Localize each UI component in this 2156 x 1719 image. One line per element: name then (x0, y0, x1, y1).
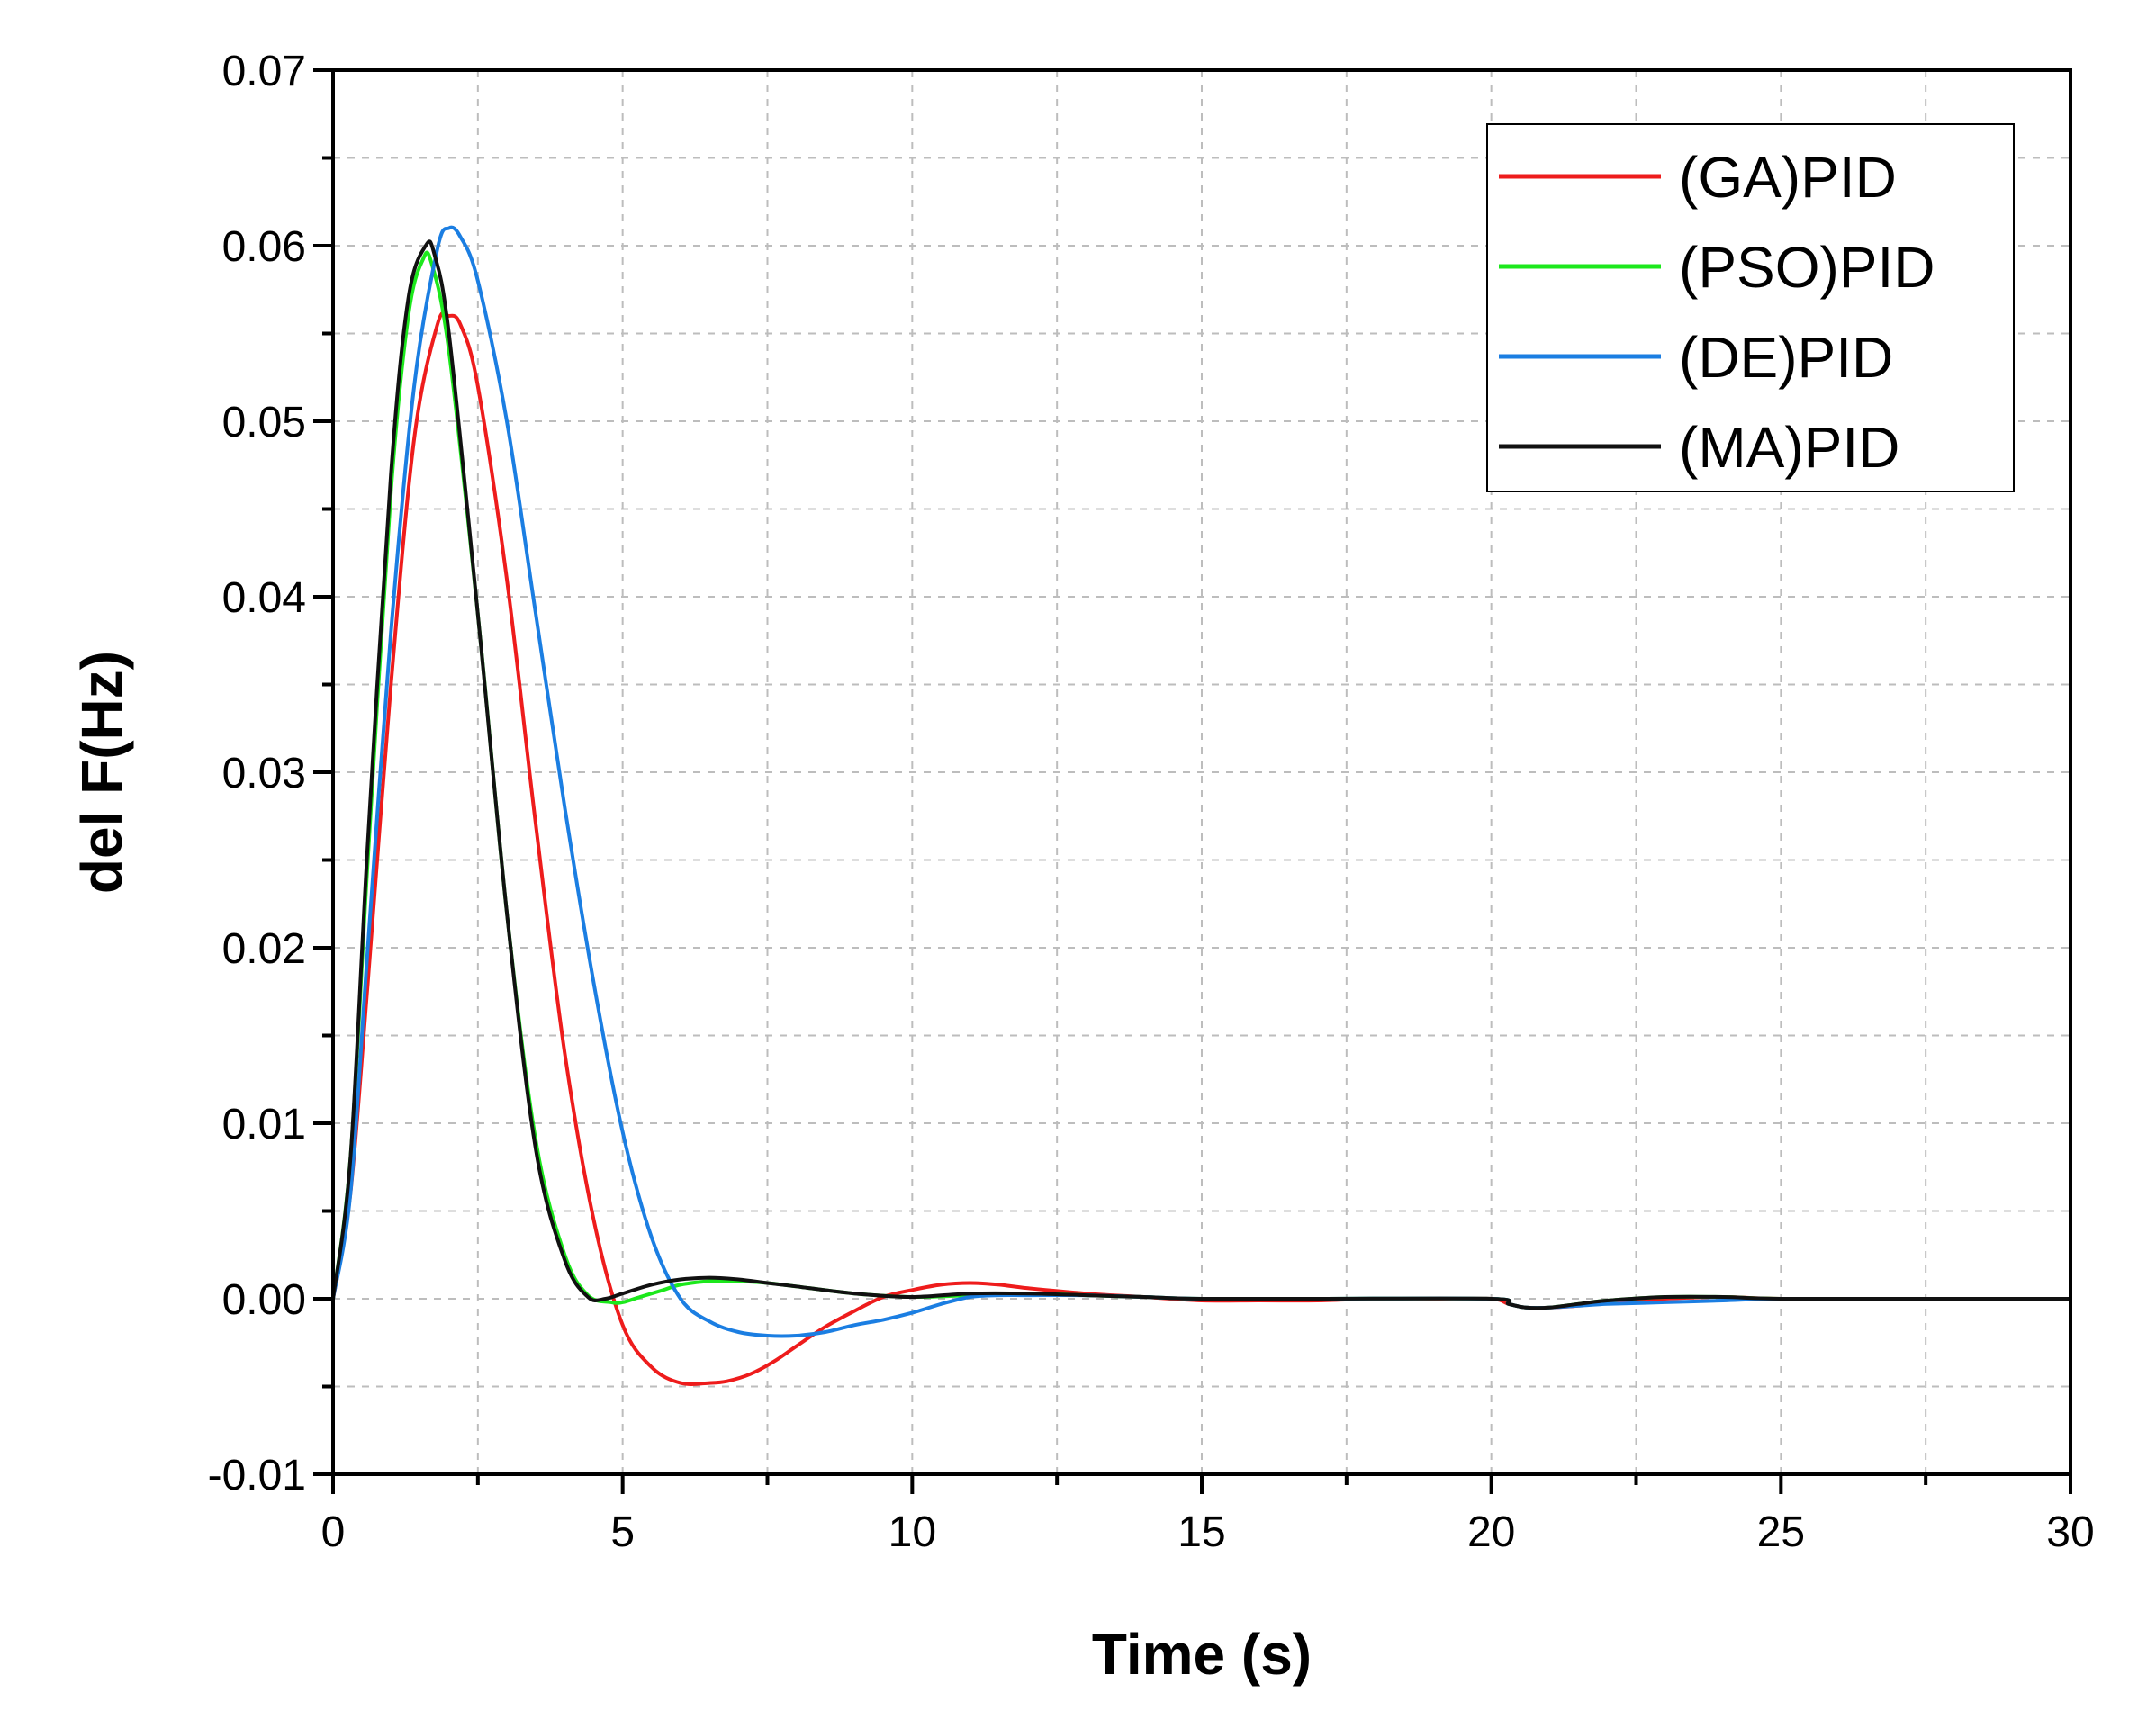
legend-box (1486, 123, 2015, 492)
x-tick-label: 25 (1757, 1508, 1805, 1556)
x-tick-label: 20 (1467, 1508, 1515, 1556)
y-tick-label: 0.00 (222, 1276, 306, 1324)
legend-label-de-pid: (DE)PID (1679, 325, 1893, 390)
y-tick-label: 0.06 (222, 223, 306, 271)
x-tick-label: 5 (610, 1508, 635, 1556)
y-tick-label: 0.02 (222, 925, 306, 973)
y-tick-label: 0.07 (222, 48, 306, 95)
legend: (GA)PID (PSO)PID (DE)PID (MA)PID (1486, 123, 2015, 492)
x-tick-labels: 0 5 10 15 20 25 30 (321, 1508, 2095, 1556)
grid-lines (333, 70, 2070, 1474)
y-tick-labels: -0.01 0.00 0.01 0.02 0.03 0.04 0.05 0.06 0.07 (208, 48, 306, 1499)
y-tick-label: 0.05 (222, 399, 306, 446)
y-tick-label: 0.01 (222, 1101, 306, 1148)
y-axis-title: del F(Hz) (69, 651, 134, 894)
x-axis-title: Time (s) (1092, 1622, 1312, 1687)
x-tick-label: 30 (2046, 1508, 2094, 1556)
x-tick-label: 10 (889, 1508, 936, 1556)
legend-label-pso-pid: (PSO)PID (1679, 235, 1935, 300)
series-line-ma-pid (333, 239, 2070, 1310)
y-tick-label: 0.04 (222, 574, 306, 622)
y-tick-label: -0.01 (208, 1452, 306, 1499)
legend-label-ma-pid: (MA)PID (1679, 415, 1899, 480)
y-tick-label: 0.03 (222, 750, 306, 797)
x-tick-label: 15 (1177, 1508, 1225, 1556)
axis-ticks (313, 68, 2072, 1494)
series-lines (333, 225, 2070, 1386)
legend-label-ga-pid: (GA)PID (1679, 145, 1897, 210)
x-tick-label: 0 (321, 1508, 346, 1556)
